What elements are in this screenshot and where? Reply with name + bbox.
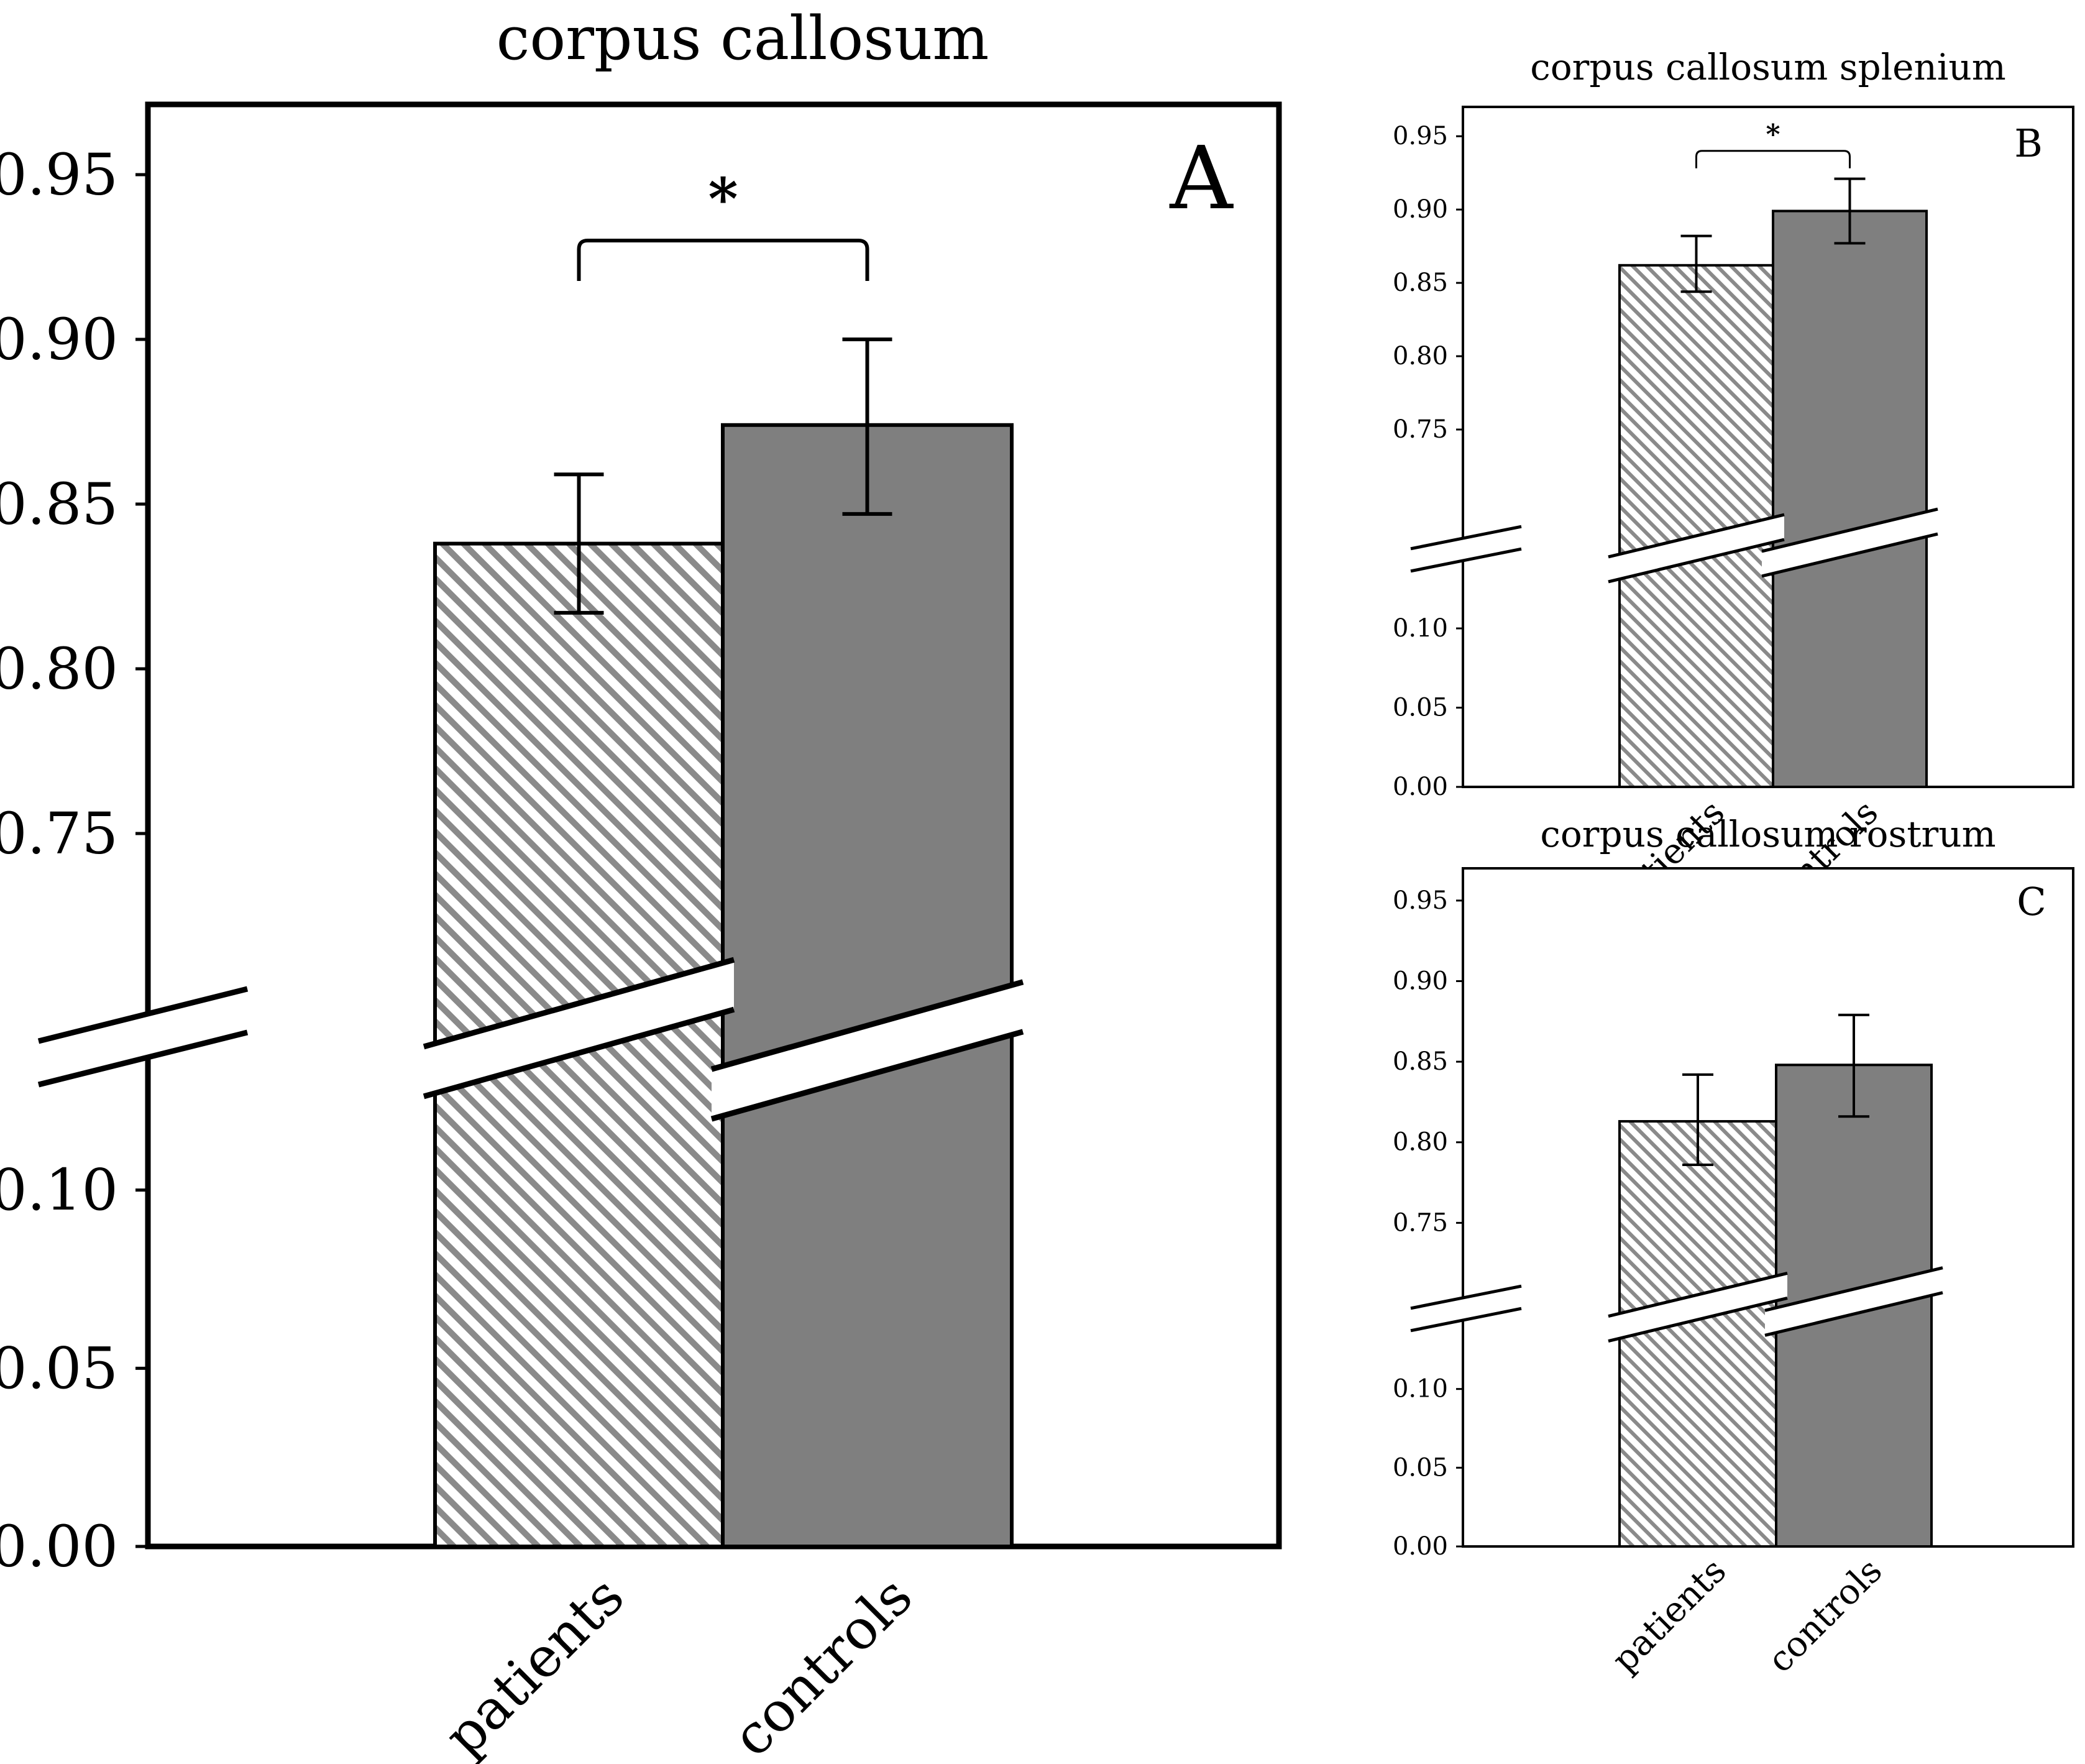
y-tick-label: 0.10 — [1393, 1375, 1448, 1403]
y-tick-label: 0.90 — [0, 306, 118, 373]
y-tick-label: 0.80 — [0, 636, 118, 702]
y-tick-label: 0.85 — [1393, 269, 1448, 297]
panel-label: C — [2017, 879, 2046, 924]
bar-break-gap — [712, 981, 1023, 1119]
bar-break-gap — [1762, 509, 1938, 576]
axis-break-line — [1410, 1307, 1522, 1333]
axis-break-gap — [1411, 526, 1521, 571]
y-tick-label: 0.85 — [1393, 1047, 1448, 1076]
axis-break-line — [37, 986, 249, 1044]
y-tick-label: 0.95 — [0, 142, 118, 208]
panel-a-chart: corpus callosum A 0.75 0.80 0.85 0.90 0.95 0.00… — [0, 4, 1282, 1764]
y-tick-label: 0.05 — [0, 1335, 118, 1402]
bar-break-line — [423, 957, 735, 1050]
bar-break-gap — [1765, 1267, 1943, 1336]
y-tick-label: 0.75 — [0, 801, 118, 867]
panel-label: B — [2014, 121, 2043, 166]
bar-break-line — [1764, 1266, 1943, 1312]
bar-break-line — [1764, 1291, 1943, 1337]
bar-break-line — [1761, 507, 1938, 553]
y-tick-label: 0.90 — [1393, 967, 1448, 995]
axis-break-line — [1410, 525, 1522, 551]
axis-break-gap — [39, 989, 247, 1085]
bar-break-line — [1608, 1297, 1788, 1343]
axis-break-line — [1410, 547, 1522, 573]
x-category-label: controls — [720, 1564, 924, 1764]
bar-break-line — [1608, 1272, 1788, 1318]
x-category-label: patients — [1605, 1551, 1734, 1681]
bar-controls — [721, 423, 1014, 1548]
bar-break-line — [1608, 513, 1785, 559]
y-tick-label: 0.00 — [1393, 773, 1448, 801]
axis-break-line — [1410, 1284, 1522, 1310]
y-tick-label: 0.85 — [0, 471, 118, 538]
chart-title: corpus callosum rostrum — [1540, 813, 1996, 855]
y-tick-label: 0.95 — [1393, 886, 1448, 915]
y-tick-label: 0.75 — [1393, 415, 1448, 444]
y-tick-label: 0.90 — [1393, 195, 1448, 224]
y-tick-label: 0.80 — [1393, 1128, 1448, 1157]
chart-title: corpus callosum — [497, 4, 989, 73]
significance-star: * — [1766, 119, 1780, 150]
y-tick-label: 0.10 — [1393, 614, 1448, 643]
bar-break-line — [710, 1029, 1024, 1122]
significance-star: * — [708, 165, 738, 232]
y-tick-label: 0.80 — [1393, 342, 1448, 370]
bar-break-line — [1761, 532, 1938, 578]
bar-break-gap — [1608, 1273, 1787, 1341]
y-tick-label: 0.95 — [1393, 122, 1448, 150]
y-tick-label: 0.00 — [1393, 1532, 1448, 1561]
bar-controls — [1772, 209, 1928, 789]
panel-label: A — [1169, 128, 1234, 229]
y-tick-label: 0.05 — [1393, 1453, 1448, 1482]
bar-break-line — [710, 979, 1024, 1072]
bar-break-line — [423, 1006, 735, 1100]
panel-c-chart: corpus callosum rostrum C 0.75 0.80 0.85 0.90… — [1393, 813, 2074, 1681]
y-tick-label: 0.00 — [0, 1514, 118, 1580]
axis-break-line — [37, 1029, 249, 1088]
bar-break-gap — [1608, 515, 1784, 582]
significance-bracket — [577, 239, 869, 281]
bar-break-gap — [424, 960, 734, 1096]
axis-break-gap — [1411, 1286, 1521, 1331]
y-tick-label: 0.10 — [0, 1157, 118, 1223]
significance-bracket — [1695, 150, 1851, 168]
x-category-label: patients — [432, 1564, 636, 1764]
chart-title: corpus callosum splenium — [1530, 46, 2005, 88]
bar-break-line — [1608, 538, 1785, 584]
y-tick-label: 0.05 — [1393, 694, 1448, 722]
x-category-label: controls — [1760, 1551, 1890, 1681]
y-tick-label: 0.75 — [1393, 1208, 1448, 1237]
